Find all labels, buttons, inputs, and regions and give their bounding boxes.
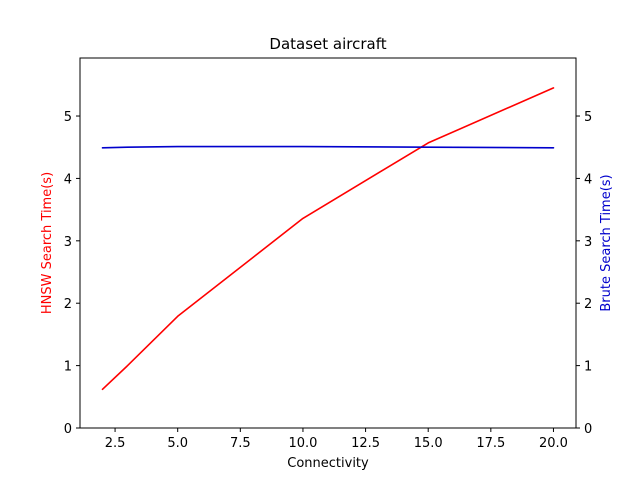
right-y-tick-label: 3 — [584, 235, 592, 250]
chart-title: Dataset aircraft — [269, 35, 386, 53]
x-axis-label: Connectivity — [287, 456, 369, 471]
x-tick-label: 5.0 — [167, 436, 188, 451]
left-y-tick-label: 0 — [64, 422, 72, 437]
right-y-tick-label: 4 — [584, 172, 592, 187]
right-y-axis-ticks: 0 1 2 3 4 5 — [576, 110, 592, 437]
left-y-tick-label: 3 — [64, 235, 72, 250]
right-y-tick-label: 1 — [584, 360, 592, 375]
right-y-tick-label: 0 — [584, 422, 592, 437]
x-tick-label: 17.5 — [476, 436, 505, 451]
x-tick-label: 10.0 — [288, 436, 317, 451]
x-tick-label: 15.0 — [414, 436, 443, 451]
x-tick-label: 12.5 — [351, 436, 380, 451]
x-tick-label: 7.5 — [230, 436, 251, 451]
plot-frame — [79, 57, 577, 429]
x-tick-label: 2.5 — [105, 436, 126, 451]
right-y-axis-label: Brute Search Time(s) — [599, 174, 614, 311]
left-y-tick-label: 4 — [64, 172, 72, 187]
hnsw-search-time-line — [101, 87, 555, 391]
plot-lines — [101, 87, 555, 391]
x-tick-label: 20.0 — [539, 436, 568, 451]
left-y-tick-label: 1 — [64, 360, 72, 375]
left-y-axis-ticks: 0 1 2 3 4 5 — [64, 110, 80, 437]
x-axis-ticks: 2.5 5.0 7.5 10.0 12.5 15.0 17.5 20.0 — [105, 428, 568, 451]
brute-search-time-line — [101, 145, 555, 149]
right-y-tick-label: 5 — [584, 110, 592, 125]
left-y-tick-label: 2 — [64, 297, 72, 312]
left-y-tick-label: 5 — [64, 110, 72, 125]
left-y-axis-label: HNSW Search Time(s) — [40, 172, 55, 314]
right-y-tick-label: 2 — [584, 297, 592, 312]
